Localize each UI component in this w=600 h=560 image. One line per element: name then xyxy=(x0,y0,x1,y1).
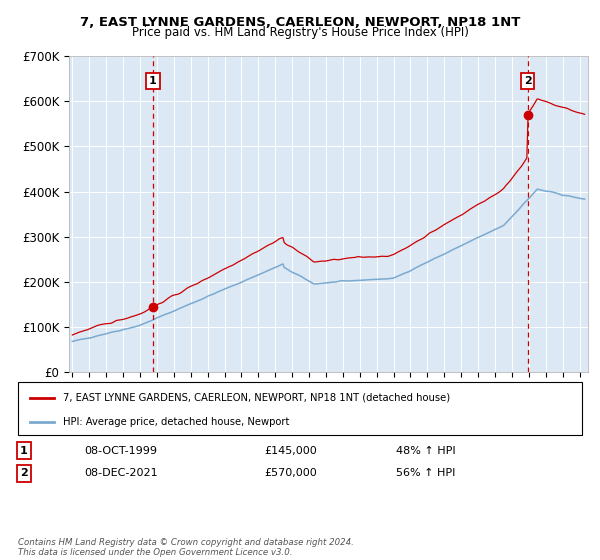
Text: 7, EAST LYNNE GARDENS, CAERLEON, NEWPORT, NP18 1NT: 7, EAST LYNNE GARDENS, CAERLEON, NEWPORT… xyxy=(80,16,520,29)
Text: 08-OCT-1999: 08-OCT-1999 xyxy=(84,446,157,456)
Text: 1: 1 xyxy=(149,76,157,86)
Text: 2: 2 xyxy=(20,468,28,478)
Text: £145,000: £145,000 xyxy=(264,446,317,456)
Text: 2: 2 xyxy=(524,76,532,86)
Text: £570,000: £570,000 xyxy=(264,468,317,478)
Text: Contains HM Land Registry data © Crown copyright and database right 2024.
This d: Contains HM Land Registry data © Crown c… xyxy=(18,538,354,557)
Text: 08-DEC-2021: 08-DEC-2021 xyxy=(84,468,158,478)
Text: 56% ↑ HPI: 56% ↑ HPI xyxy=(396,468,455,478)
Text: 1: 1 xyxy=(20,446,28,456)
Text: HPI: Average price, detached house, Newport: HPI: Average price, detached house, Newp… xyxy=(63,417,289,427)
Text: 48% ↑ HPI: 48% ↑ HPI xyxy=(396,446,455,456)
Text: Price paid vs. HM Land Registry's House Price Index (HPI): Price paid vs. HM Land Registry's House … xyxy=(131,26,469,39)
Text: 7, EAST LYNNE GARDENS, CAERLEON, NEWPORT, NP18 1NT (detached house): 7, EAST LYNNE GARDENS, CAERLEON, NEWPORT… xyxy=(63,393,450,403)
